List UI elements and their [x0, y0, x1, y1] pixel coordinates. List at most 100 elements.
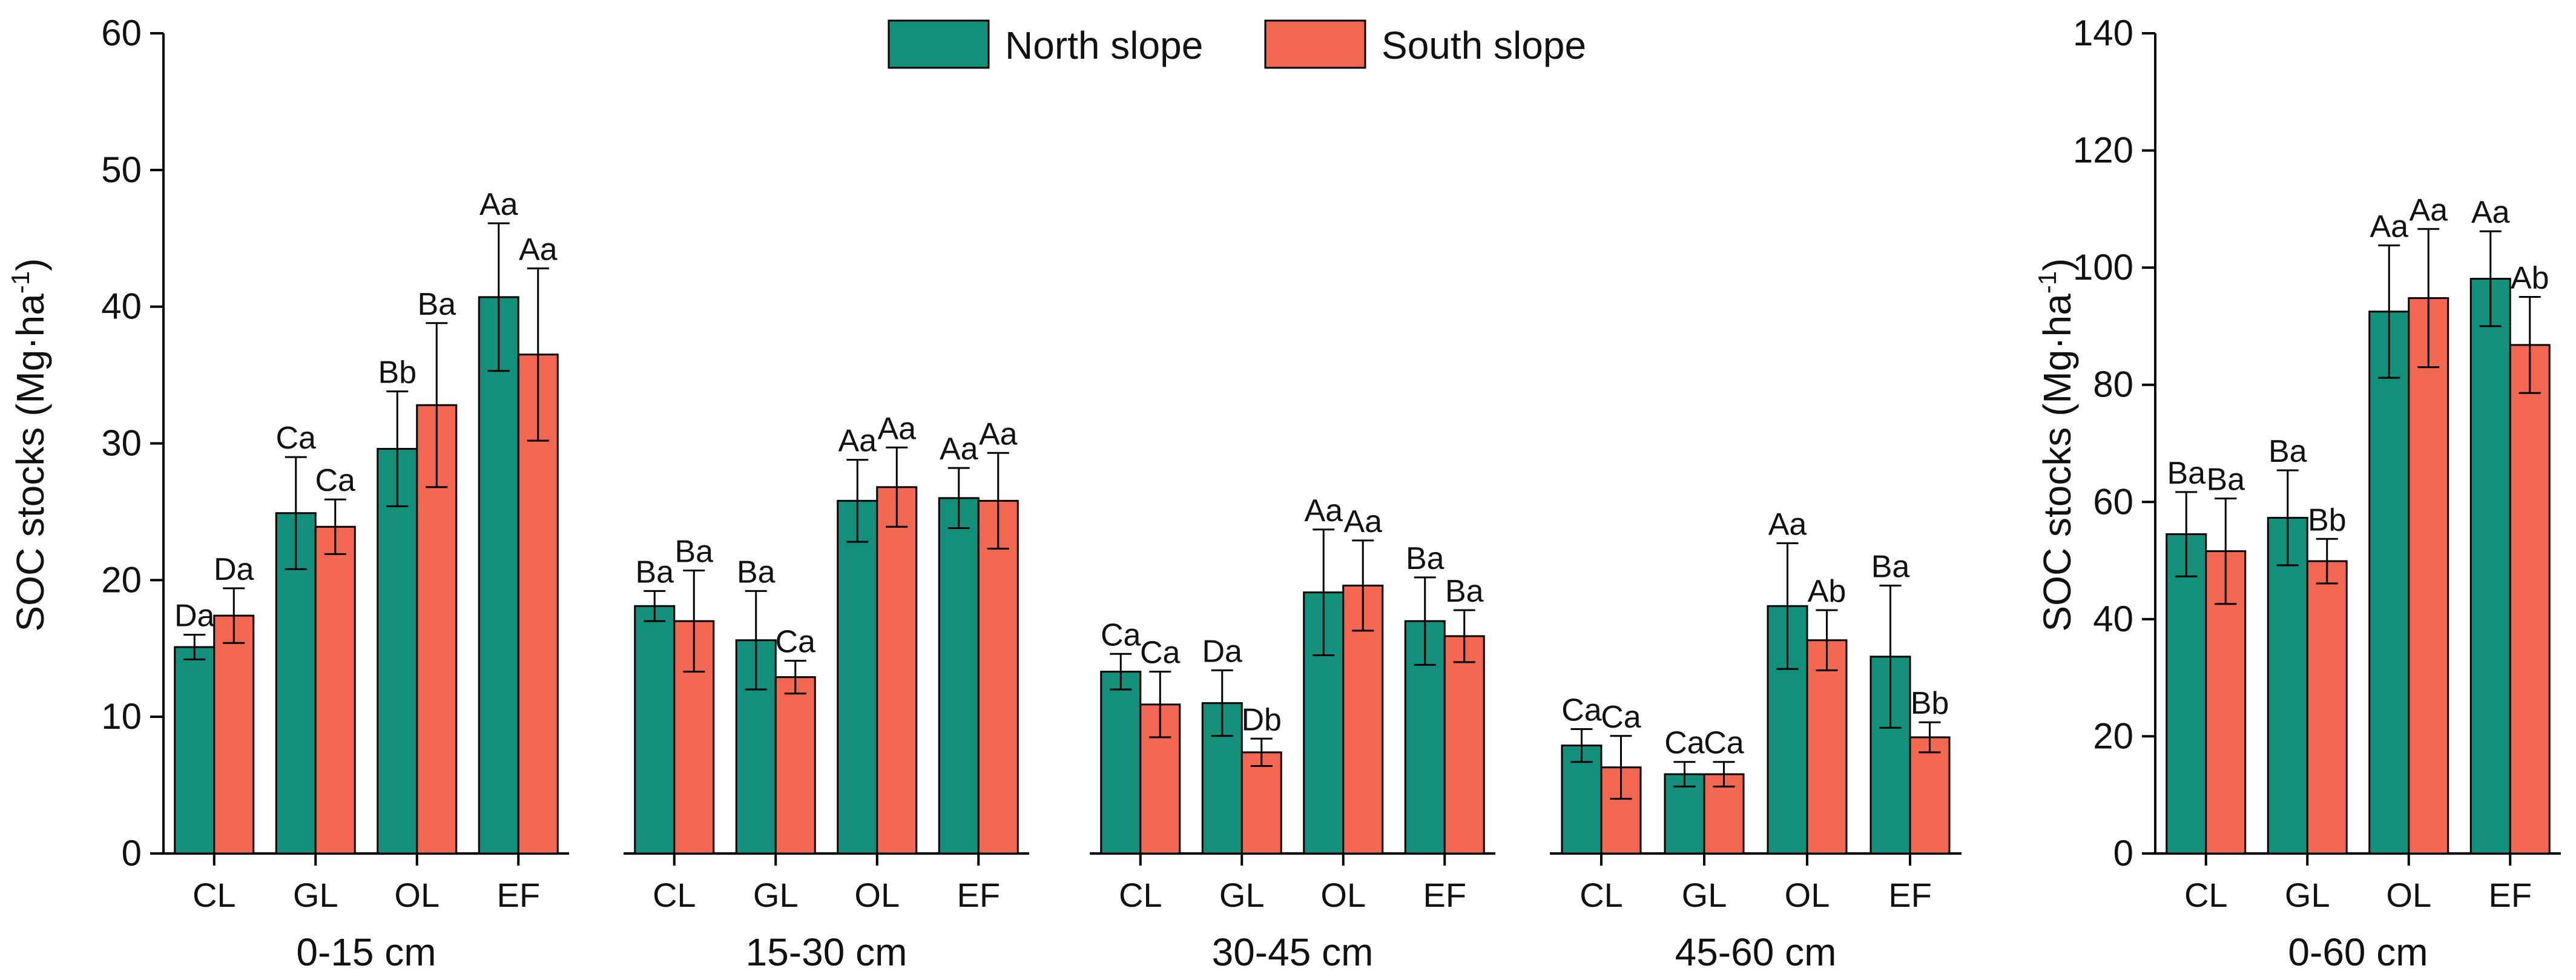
y-tick-label: 20 [101, 559, 142, 600]
significance-label-north: Ca [1561, 692, 1602, 728]
bar-south-ef [1443, 635, 1485, 855]
significance-label-south: Ca [776, 625, 816, 660]
y-tick-label: 140 [2073, 13, 2133, 53]
legend-swatch-south [1264, 19, 1366, 69]
panels-layer: 0102030405060CLDaDaGLCaCaOLBbBaEFAaAa0-1… [101, 13, 2561, 974]
x-tick-label: CL [1580, 876, 1623, 914]
x-tick-label: OL [854, 876, 900, 914]
panel-depth-label: 45-60 cm [1675, 930, 1837, 974]
y-tick-label: 0 [2113, 833, 2133, 873]
panel-depth-label: 15-30 cm [746, 930, 908, 974]
significance-label-north: Ba [737, 554, 776, 590]
x-tick-label: GL [1219, 876, 1265, 914]
bar-south-ol [876, 486, 918, 855]
significance-label-south: Ba [1445, 574, 1484, 609]
bar-north-cl [174, 646, 216, 855]
x-tick-label: CL [653, 876, 696, 914]
bar-south-gl [1703, 773, 1745, 855]
y-axis-title-left-main: SOC stocks (Mg·ha [8, 294, 52, 632]
bar-south-gl [314, 525, 356, 855]
significance-label-south: Bb [2308, 502, 2347, 538]
x-tick-label: OL [394, 876, 440, 914]
significance-label-south: Ba [417, 287, 456, 322]
bar-south-cl [213, 614, 255, 855]
significance-label-north: Ba [1406, 541, 1444, 576]
x-tick-label: GL [753, 876, 799, 914]
bar-north-ol [377, 448, 418, 855]
significance-label-north: Ba [2268, 434, 2307, 469]
y-tick-label: 60 [101, 13, 142, 53]
y-axis-title-right-sup: -1 [2033, 271, 2061, 294]
significance-label-north: Aa [1768, 507, 1807, 542]
bar-north-cl [634, 605, 676, 855]
significance-label-south: Ba [2206, 462, 2245, 497]
significance-label-south: Ca [1140, 636, 1181, 671]
significance-label-north: Ca [276, 421, 317, 456]
bar-south-cl [1139, 703, 1181, 855]
significance-label-south: Aa [877, 411, 916, 446]
bar-north-ol [2368, 311, 2410, 855]
legend-label-north: North slope [1005, 24, 1203, 67]
legend-swatch-north [888, 19, 990, 69]
bar-north-ef [938, 497, 980, 855]
significance-label-north: Da [174, 599, 215, 634]
x-tick-label: OL [1785, 876, 1830, 914]
bar-north-ef [2469, 278, 2511, 855]
significance-label-south: Bb [1911, 686, 1949, 721]
significance-label-north: Bb [378, 355, 417, 390]
significance-label-north: Aa [479, 187, 518, 222]
significance-label-north: Ba [2167, 456, 2205, 491]
legend: North slope South slope [888, 19, 1586, 69]
significance-label-south: Da [214, 552, 254, 587]
significance-label-south: Ab [2511, 261, 2549, 296]
bar-north-cl [1100, 671, 1142, 855]
significance-label-north: Aa [2471, 195, 2510, 230]
y-tick-label: 50 [101, 150, 142, 190]
significance-label-north: Aa [2370, 209, 2408, 244]
y-tick-label: 120 [2073, 130, 2133, 171]
bar-south-ef [2509, 344, 2551, 855]
panel-depth-label: 0-15 cm [296, 930, 436, 974]
y-axis-title-right-main: SOC stocks (Mg·ha [2035, 294, 2079, 632]
x-tick-label: OL [2386, 876, 2431, 914]
significance-label-south: Db [1242, 702, 1282, 737]
significance-label-south: Aa [2409, 192, 2448, 228]
bar-north-gl [2267, 516, 2308, 855]
bar-north-cl [2166, 533, 2207, 855]
bar-north-ol [837, 499, 878, 855]
bar-south-ef [977, 499, 1019, 855]
panel-depth-label: 30-45 cm [1212, 930, 1374, 974]
bar-south-gl [2306, 560, 2348, 855]
y-tick-label: 100 [2073, 247, 2133, 288]
significance-label-north: Aa [1304, 493, 1343, 528]
significance-label-south: Ab [1808, 574, 1846, 609]
bar-south-gl [774, 676, 816, 855]
y-tick-label: 80 [2093, 364, 2133, 405]
x-tick-label: GL [2285, 876, 2330, 914]
x-tick-label: CL [1119, 876, 1162, 914]
y-axis-title-left: SOC stocks (Mg·ha-1) [6, 258, 52, 631]
y-axis-title-right: SOC stocks (Mg·ha-1) [2033, 258, 2079, 631]
x-tick-label: EF [1888, 876, 1932, 914]
x-tick-label: OL [1320, 876, 1366, 914]
significance-label-south: Ca [315, 463, 356, 498]
panel-depth-label: 0-60 cm [2288, 930, 2428, 974]
significance-label-north: Ba [635, 554, 674, 590]
y-tick-label: 40 [101, 286, 142, 327]
significance-label-north: Ca [1664, 726, 1705, 761]
significance-label-south: Ca [1601, 700, 1641, 735]
legend-label-south: South slope [1382, 24, 1586, 67]
x-tick-label: EF [1423, 876, 1466, 914]
significance-label-north: Da [1202, 634, 1243, 669]
x-tick-label: EF [957, 876, 1000, 914]
y-tick-label: 60 [2093, 481, 2133, 522]
significance-label-south: Aa [979, 416, 1018, 452]
bar-north-ef [478, 296, 519, 855]
bar-south-gl [1240, 751, 1282, 855]
x-tick-label: CL [193, 876, 236, 914]
significance-label-south: Ca [1704, 726, 1744, 761]
y-axis-title-left-sup: -1 [6, 271, 35, 294]
x-tick-label: EF [2488, 876, 2532, 914]
